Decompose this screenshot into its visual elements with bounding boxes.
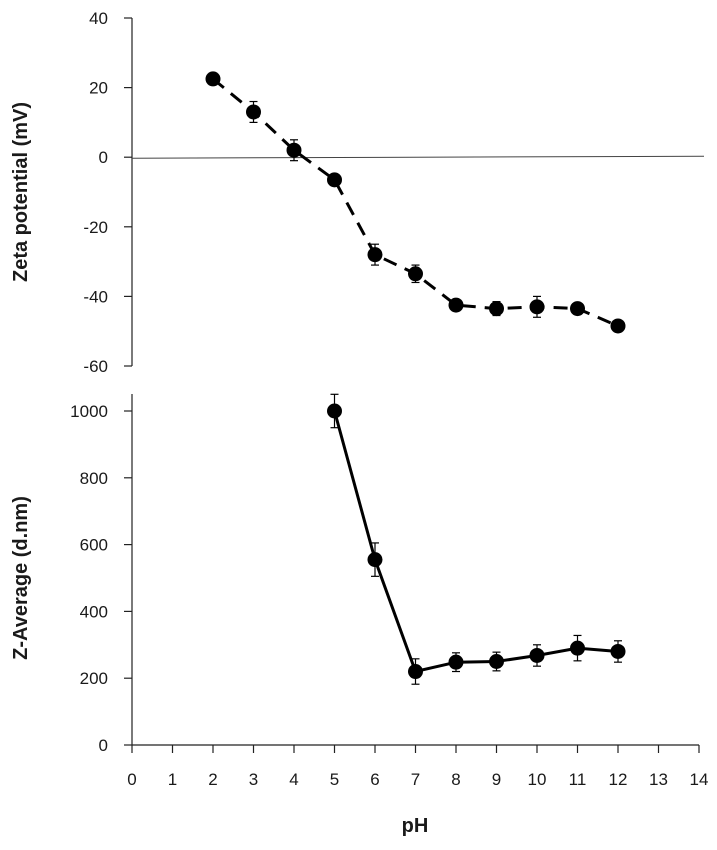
x-tick-label: 9 (492, 770, 501, 789)
zavg-y-axis-title: Z-Average (d.nm) (10, 496, 32, 660)
zavg-y-tick-label: 0 (99, 736, 108, 755)
x-axis-title: pH (402, 815, 429, 837)
x-tick-label: 11 (569, 770, 587, 789)
zeta-y-tick-label: -20 (83, 218, 108, 237)
zeta-data-point (570, 301, 585, 317)
zavg-y-tick-label: 200 (80, 669, 108, 688)
zeta-data-point (367, 247, 383, 263)
zavg-series-line (333, 410, 619, 674)
x-tick-label: 8 (451, 770, 460, 789)
zeta-potential-panel: 40 20 0 -20 -40 -60 Zeta potential (mV) (10, 9, 705, 376)
zavg-data-point (570, 640, 585, 656)
zeta-y-axis-title: Zeta potential (mV) (10, 102, 32, 282)
zeta-y-tick-label: -40 (83, 287, 108, 306)
zavg-y-tick-label: 400 (80, 602, 108, 621)
zeta-y-tick-label: 0 (99, 148, 108, 167)
zavg-data-point (367, 552, 383, 568)
zeta-data-point (286, 142, 302, 158)
zavg-data-point (327, 403, 342, 419)
zavg-data-point (529, 647, 545, 663)
x-tick-label: 14 (690, 770, 709, 789)
zeta-data-point (205, 71, 221, 87)
zeta-y-tick-label: 40 (89, 9, 108, 28)
x-tick-label: 0 (127, 770, 136, 789)
x-tick-label: 6 (370, 770, 379, 789)
zeta-y-tick-label: 20 (89, 79, 108, 98)
x-tick-label: 1 (168, 770, 177, 789)
zeta-data-point (610, 318, 626, 334)
x-tick-label: 10 (528, 770, 547, 789)
zavg-data-point (610, 643, 626, 659)
zeta-data-point (529, 299, 545, 315)
x-tick-label: 2 (208, 770, 217, 789)
zavg-y-tick-label: 1000 (70, 402, 108, 421)
zeta-data-point (408, 266, 423, 282)
zavg-y-tick-label: 600 (80, 536, 108, 555)
zeta-data-point (327, 172, 342, 188)
zeta-y-tick-label: -60 (83, 357, 108, 376)
x-tick-label: 5 (330, 770, 339, 789)
zavg-y-tick-label: 800 (80, 469, 108, 488)
zavg-data-point (448, 654, 464, 670)
zeta-data-point (448, 297, 464, 313)
x-tick-label: 7 (411, 770, 420, 789)
zavg-data-point (408, 664, 423, 680)
zeta-zero-line (131, 155, 705, 159)
zeta-data-point (489, 301, 504, 317)
x-tick-label: 4 (289, 770, 298, 789)
zeta-series-line (212, 77, 619, 328)
x-tick-label: 13 (649, 770, 668, 789)
x-tick-label: 12 (609, 770, 628, 789)
zeta-data-point (246, 104, 261, 120)
zavg-data-point (489, 654, 504, 669)
x-tick-label: 3 (249, 770, 258, 789)
